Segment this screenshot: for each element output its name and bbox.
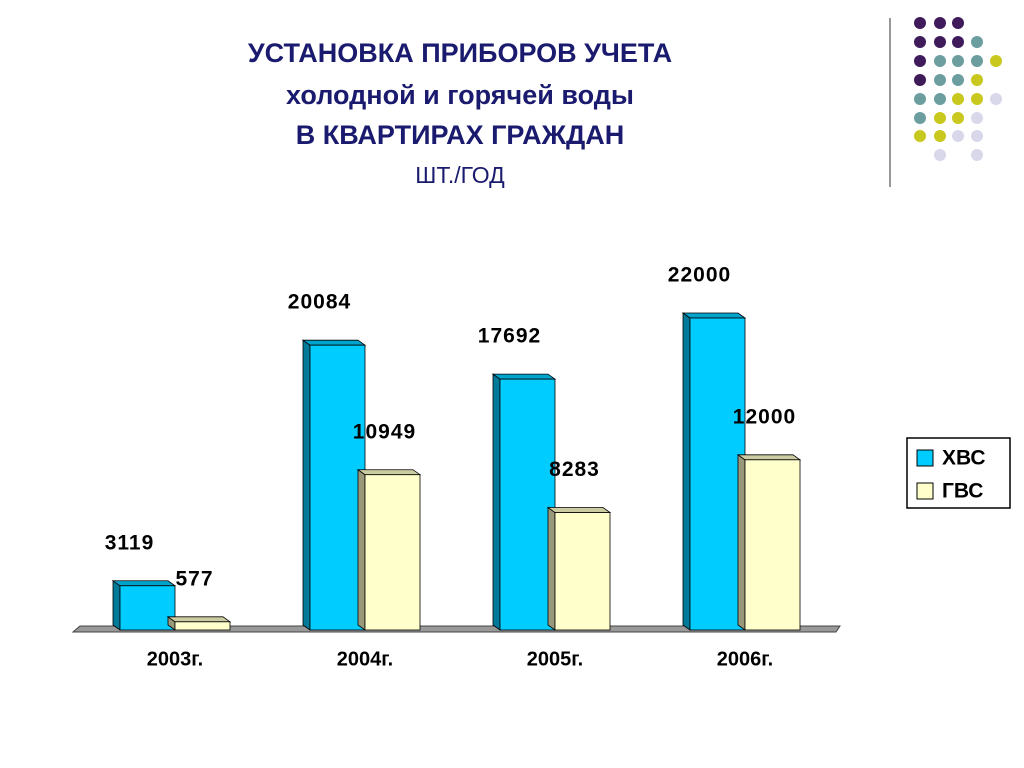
bar: [111, 579, 177, 631]
legend-label: ГВС: [942, 480, 983, 503]
legend-swatch: [916, 482, 934, 500]
bar: [356, 468, 422, 631]
bar-face: [356, 469, 422, 476]
bar-face: [499, 378, 556, 631]
bar-face: [492, 373, 501, 631]
decoration: [889, 17, 1002, 187]
x-tick-label: 2003г.: [147, 648, 203, 670]
bar: [546, 506, 612, 631]
bar-face: [682, 312, 691, 631]
bar-face: [174, 621, 231, 631]
bar-face: [737, 454, 746, 631]
bar-face: [491, 373, 557, 380]
value-label: 17692: [478, 325, 541, 348]
bar-face: [546, 507, 612, 513]
bar-face: [357, 468, 366, 631]
bar-face: [301, 339, 367, 346]
x-tick-label: 2005г.: [527, 648, 583, 670]
bar-face: [166, 616, 232, 623]
value-label: 8283: [549, 458, 600, 481]
value-label: 22000: [668, 264, 731, 287]
bar: [736, 454, 802, 631]
bar-face: [364, 474, 421, 631]
x-tick-label: 2006г.: [717, 648, 773, 670]
bar-face: [681, 312, 747, 319]
bar-face: [111, 580, 177, 587]
subtitle: ШТ./ГОД: [415, 162, 505, 188]
bar-face: [744, 459, 801, 631]
x-tick-label: 2004г.: [337, 648, 393, 670]
value-label: 10949: [353, 420, 416, 443]
bar-face: [309, 344, 366, 631]
bar-face: [689, 317, 746, 631]
title-line: холодной и горячей воды: [286, 80, 634, 110]
value-label: 20084: [288, 291, 351, 314]
title-line: УСТАНОВКА ПРИБОРОВ УЧЕТА: [248, 38, 672, 68]
bar: [301, 339, 367, 631]
bar-face: [119, 585, 176, 631]
legend-label: ХВС: [942, 447, 986, 470]
value-label: 12000: [733, 405, 796, 428]
value-label: 577: [175, 567, 213, 590]
bar-face: [736, 454, 802, 461]
title-line: В КВАРТИРАХ ГРАЖДАН: [296, 120, 624, 150]
bar-face: [302, 339, 311, 631]
bar-face: [554, 512, 611, 631]
bar-face: [112, 579, 121, 631]
legend-swatch: [916, 449, 934, 467]
value-label: 3119: [105, 531, 155, 554]
bar-face: [547, 506, 556, 631]
bar: [166, 616, 232, 631]
bar: [491, 373, 557, 631]
bar: [681, 312, 747, 631]
